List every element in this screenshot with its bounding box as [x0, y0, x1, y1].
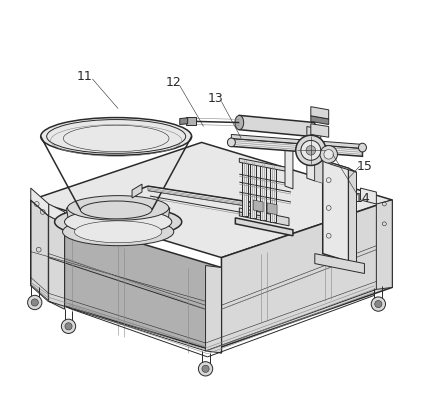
Polygon shape	[269, 166, 276, 222]
Polygon shape	[306, 138, 314, 181]
Polygon shape	[314, 254, 363, 274]
Text: 13: 13	[207, 92, 223, 105]
Polygon shape	[253, 200, 262, 212]
Polygon shape	[310, 116, 328, 124]
Ellipse shape	[67, 196, 168, 220]
Polygon shape	[310, 124, 328, 137]
Polygon shape	[31, 188, 49, 216]
Polygon shape	[284, 146, 292, 189]
Ellipse shape	[63, 218, 173, 246]
Text: 12: 12	[166, 76, 181, 89]
Polygon shape	[185, 117, 195, 124]
Polygon shape	[348, 168, 356, 266]
Polygon shape	[231, 134, 362, 148]
Ellipse shape	[227, 138, 235, 147]
Circle shape	[370, 297, 385, 311]
Polygon shape	[306, 126, 320, 141]
Circle shape	[305, 146, 315, 155]
Polygon shape	[242, 160, 248, 216]
Ellipse shape	[64, 209, 171, 235]
Polygon shape	[49, 216, 64, 309]
Circle shape	[374, 300, 381, 308]
Ellipse shape	[80, 201, 152, 219]
Circle shape	[65, 323, 72, 330]
Text: 14: 14	[354, 192, 369, 204]
Circle shape	[28, 295, 42, 310]
Circle shape	[323, 150, 333, 159]
Polygon shape	[322, 160, 348, 262]
Polygon shape	[231, 138, 362, 156]
Ellipse shape	[358, 143, 366, 152]
Polygon shape	[259, 164, 266, 220]
Polygon shape	[239, 208, 288, 226]
Polygon shape	[49, 216, 221, 353]
Text: 15: 15	[356, 160, 371, 173]
Polygon shape	[179, 118, 187, 124]
Polygon shape	[239, 158, 290, 172]
Polygon shape	[205, 266, 221, 353]
Polygon shape	[322, 160, 356, 172]
Polygon shape	[31, 142, 391, 258]
Polygon shape	[250, 162, 256, 218]
Polygon shape	[132, 184, 142, 198]
Ellipse shape	[40, 118, 191, 155]
Polygon shape	[66, 208, 170, 222]
Circle shape	[31, 299, 38, 306]
Circle shape	[201, 365, 209, 372]
Ellipse shape	[74, 221, 161, 243]
Circle shape	[295, 135, 325, 166]
Circle shape	[198, 362, 212, 376]
Polygon shape	[148, 186, 274, 210]
Ellipse shape	[234, 115, 243, 130]
Polygon shape	[360, 188, 375, 204]
Circle shape	[319, 146, 337, 163]
Polygon shape	[239, 115, 314, 137]
Polygon shape	[31, 200, 49, 301]
Polygon shape	[49, 204, 64, 224]
Polygon shape	[310, 107, 328, 119]
Polygon shape	[235, 218, 292, 236]
Text: 11: 11	[76, 70, 92, 83]
Polygon shape	[221, 200, 391, 347]
Polygon shape	[314, 141, 322, 183]
Circle shape	[61, 319, 75, 334]
Polygon shape	[267, 203, 276, 215]
Ellipse shape	[55, 206, 181, 238]
Polygon shape	[375, 200, 391, 289]
Circle shape	[300, 140, 320, 160]
